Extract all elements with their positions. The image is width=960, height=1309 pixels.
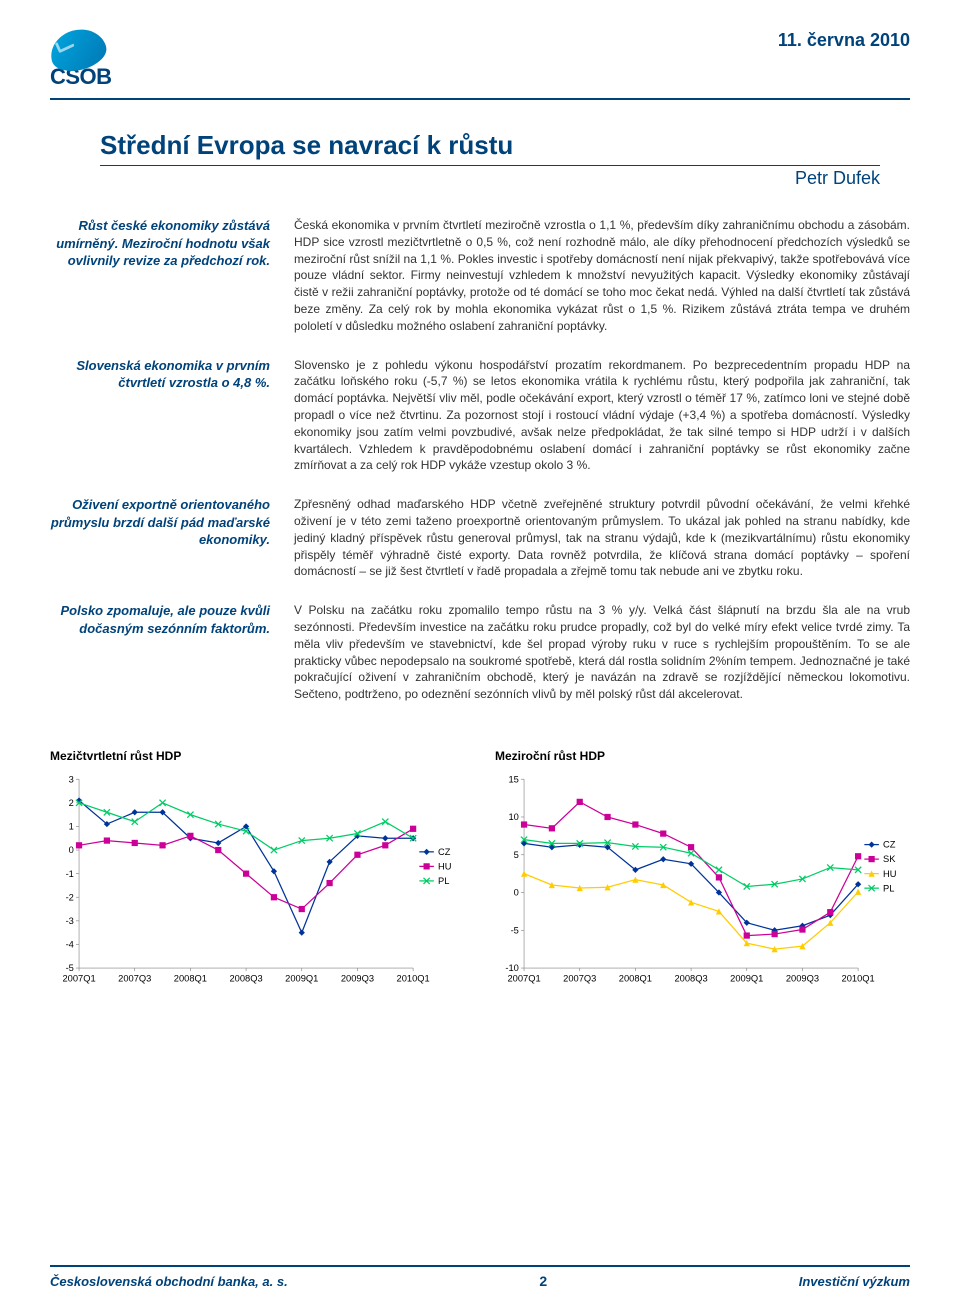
svg-text:-4: -4 xyxy=(66,939,74,949)
body-paragraph: Zpřesněný odhad maďarského HDP včetně zv… xyxy=(294,496,910,580)
charts-row: Mezičtvrtletní růst HDP -5-4-3-2-1012320… xyxy=(50,749,910,994)
chart-svg: -10 -5 0 5 10 15 2007Q1 2007Q3 2008Q1 2008Q3 2009Q… xyxy=(495,773,910,991)
svg-text:2008Q1: 2008Q1 xyxy=(174,973,207,983)
svg-text:2007Q1: 2007Q1 xyxy=(507,973,540,983)
section-row: Oživení exportně orientovaného průmyslu … xyxy=(50,496,910,580)
side-note: Polsko zpomaluje, ale pouze kvůli dočasn… xyxy=(50,602,270,637)
svg-text:2007Q3: 2007Q3 xyxy=(563,973,596,983)
svg-text:CZ: CZ xyxy=(438,847,451,857)
svg-text:5: 5 xyxy=(514,850,519,860)
chart-yoy: Meziroční růst HDP -10 -5 0 5 10 15 2007Q1 2007… xyxy=(495,749,910,994)
svg-text:HU: HU xyxy=(438,861,452,871)
side-note: Růst české ekonomiky zůstává umírněný. M… xyxy=(50,217,270,270)
svg-text:2009Q1: 2009Q1 xyxy=(285,973,318,983)
section-row: Polsko zpomaluje, ale pouze kvůli dočasn… xyxy=(50,602,910,703)
section-row: Růst české ekonomiky zůstává umírněný. M… xyxy=(50,217,910,335)
page-title: Střední Evropa se navrací k růstu xyxy=(100,130,880,166)
svg-text:2008Q3: 2008Q3 xyxy=(229,973,262,983)
svg-text:2: 2 xyxy=(69,798,74,808)
svg-text:CZ: CZ xyxy=(883,840,896,850)
page-footer: Československá obchodní banka, a. s. 2 I… xyxy=(50,1265,910,1289)
svg-text:0: 0 xyxy=(514,888,519,898)
page-header: ČSOB 11. června 2010 xyxy=(50,30,910,100)
svg-text:10: 10 xyxy=(508,812,518,822)
svg-text:2008Q3: 2008Q3 xyxy=(674,973,707,983)
footer-section: Investiční výzkum xyxy=(799,1274,910,1289)
chart-title: Meziroční růst HDP xyxy=(495,749,910,763)
svg-text:HU: HU xyxy=(883,869,897,879)
svg-text:2010Q1: 2010Q1 xyxy=(397,973,430,983)
chart-qoq: Mezičtvrtletní růst HDP -5 -4 -3 -2 -1 0 1 2 3 20… xyxy=(50,749,465,994)
svg-text:-2: -2 xyxy=(66,892,74,902)
svg-text:2007Q1: 2007Q1 xyxy=(62,973,95,983)
svg-text:PL: PL xyxy=(883,883,894,893)
svg-text:15: 15 xyxy=(508,774,518,784)
section-row: Slovenská ekonomika v prvním čtvrtletí v… xyxy=(50,357,910,475)
title-block: Střední Evropa se navrací k růstu Petr D… xyxy=(100,130,910,189)
chart-svg: -5 -4 -3 -2 -1 0 1 2 3 2007Q1 2007Q3 2008Q1 2008Q3 20… xyxy=(50,773,465,991)
side-note: Slovenská ekonomika v prvním čtvrtletí v… xyxy=(50,357,270,392)
svg-text:2007Q3: 2007Q3 xyxy=(118,973,151,983)
svg-text:2009Q3: 2009Q3 xyxy=(786,973,819,983)
svg-text:2008Q1: 2008Q1 xyxy=(619,973,652,983)
side-note: Oživení exportně orientovaného průmyslu … xyxy=(50,496,270,549)
footer-page-number: 2 xyxy=(539,1273,547,1289)
svg-text:2009Q1: 2009Q1 xyxy=(730,973,763,983)
svg-text:3: 3 xyxy=(69,774,74,784)
body: Růst české ekonomiky zůstává umírněný. M… xyxy=(50,217,910,725)
logo: ČSOB xyxy=(50,30,112,90)
body-paragraph: Česká ekonomika v prvním čtvrtletí mezir… xyxy=(294,217,910,335)
body-paragraph: Slovensko je z pohledu výkonu hospodářst… xyxy=(294,357,910,475)
body-paragraph: V Polsku na začátku roku zpomalilo tempo… xyxy=(294,602,910,703)
svg-text:-3: -3 xyxy=(66,916,74,926)
chart-title: Mezičtvrtletní růst HDP xyxy=(50,749,465,763)
svg-text:2010Q1: 2010Q1 xyxy=(842,973,875,983)
footer-org: Československá obchodní banka, a. s. xyxy=(50,1274,288,1289)
svg-text:0: 0 xyxy=(69,845,74,855)
svg-text:-5: -5 xyxy=(66,963,74,973)
svg-text:1: 1 xyxy=(69,821,74,831)
svg-text:-10: -10 xyxy=(505,963,518,973)
svg-text:PL: PL xyxy=(438,876,449,886)
report-date: 11. června 2010 xyxy=(778,30,910,51)
svg-text:2009Q3: 2009Q3 xyxy=(341,973,374,983)
svg-text:-5: -5 xyxy=(511,925,519,935)
svg-text:-1: -1 xyxy=(66,869,74,879)
author-name: Petr Dufek xyxy=(100,168,880,189)
svg-text:SK: SK xyxy=(883,854,896,864)
